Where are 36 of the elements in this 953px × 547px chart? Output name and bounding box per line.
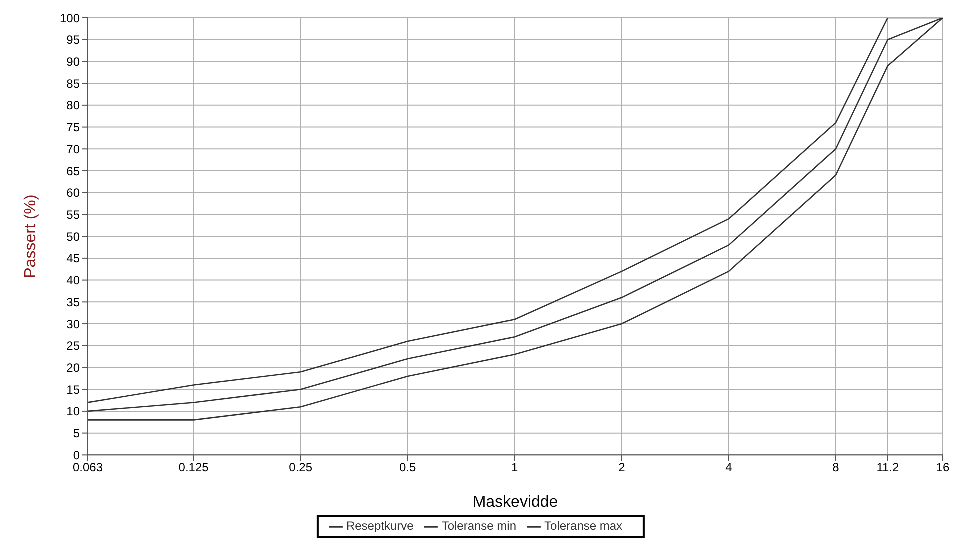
y-axis-title: Passert (%) bbox=[22, 194, 40, 278]
x-tick-label: 0.125 bbox=[178, 460, 210, 475]
y-tick-label: 50 bbox=[66, 230, 80, 244]
x-tick-label: 0.25 bbox=[289, 460, 313, 475]
x-tick-label: 16 bbox=[936, 460, 950, 475]
x-tick-label: 11.2 bbox=[876, 460, 900, 475]
y-tick-label: 20 bbox=[66, 360, 80, 375]
x-tick-label: 2 bbox=[618, 460, 626, 475]
x-tick-label: 0.063 bbox=[72, 460, 104, 475]
legend-label: Toleranse min bbox=[442, 519, 517, 534]
y-tick-label: 30 bbox=[66, 317, 80, 332]
y-tick-label: 65 bbox=[66, 164, 80, 178]
y-tick-label: 0 bbox=[73, 448, 80, 462]
y-tick-label: 45 bbox=[66, 252, 80, 266]
y-tick-label: 70 bbox=[66, 142, 80, 156]
y-tick-label: 40 bbox=[66, 274, 80, 288]
legend-label: Reseptkurve bbox=[346, 519, 414, 534]
y-tick-label: 60 bbox=[66, 186, 80, 200]
x-axis-title: Maskevidde bbox=[472, 494, 558, 512]
y-tick-label: 15 bbox=[66, 382, 80, 397]
x-tick-label: 1 bbox=[512, 460, 519, 475]
y-tick-label: 80 bbox=[66, 98, 80, 113]
legend-label: Toleranse max bbox=[544, 519, 623, 534]
y-tick-label: 35 bbox=[66, 295, 80, 310]
y-tick-label: 95 bbox=[66, 33, 80, 48]
y-tick-label: 90 bbox=[66, 54, 80, 69]
y-tick-label: 55 bbox=[66, 208, 80, 222]
y-tick-label: 85 bbox=[66, 76, 80, 91]
x-tick-label: 8 bbox=[832, 460, 840, 475]
y-tick-label: 75 bbox=[66, 120, 80, 135]
y-tick-label: 10 bbox=[66, 404, 80, 419]
x-tick-label: 0.5 bbox=[400, 460, 417, 475]
y-tick-label: 100 bbox=[60, 11, 80, 26]
y-tick-label: 5 bbox=[73, 426, 80, 441]
x-tick-label: 4 bbox=[726, 460, 733, 475]
y-tick-label: 25 bbox=[66, 339, 80, 354]
